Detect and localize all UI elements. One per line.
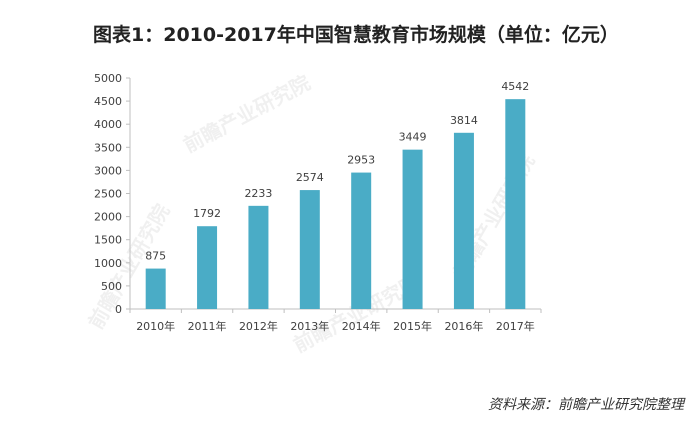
bar bbox=[453, 132, 474, 309]
watermark-text: 前瞻产业研究院 bbox=[179, 70, 314, 157]
data-label: 2233 bbox=[244, 187, 272, 200]
bar bbox=[299, 190, 320, 309]
source-note: 资料来源：前瞻产业研究院整理 bbox=[488, 397, 684, 413]
y-tick-label: 4000 bbox=[94, 118, 122, 131]
y-tick-label: 1000 bbox=[94, 257, 122, 270]
x-axis: 2010年 2011年 2012年 2013年 2014年 2015年 2016年 2017年 bbox=[129, 308, 542, 333]
y-tick-label: 3500 bbox=[94, 141, 122, 154]
bar bbox=[351, 172, 372, 309]
x-tick-label: 2010年 bbox=[136, 319, 175, 333]
x-tick-label: 2016年 bbox=[444, 319, 483, 333]
y-tick-label: 1500 bbox=[94, 234, 122, 247]
bar bbox=[248, 205, 269, 309]
chart-title: 图表1：2010-2017年中国智慧教育市场规模（单位：亿元） bbox=[93, 24, 619, 46]
x-tick-label: 2017年 bbox=[496, 319, 535, 333]
bar bbox=[145, 268, 166, 309]
bar bbox=[402, 149, 423, 309]
data-label: 2953 bbox=[347, 154, 375, 167]
x-tick-label: 2013年 bbox=[290, 319, 329, 333]
bars bbox=[145, 99, 526, 309]
y-axis: 0 500 1000 1500 2000 2500 3000 3500 4000 4500 5000 bbox=[94, 72, 131, 316]
bar bbox=[197, 226, 218, 309]
data-label: 875 bbox=[145, 250, 166, 263]
data-label: 1792 bbox=[193, 207, 221, 220]
y-tick-label: 3000 bbox=[94, 164, 122, 177]
data-label: 3449 bbox=[399, 131, 427, 144]
y-tick-label: 0 bbox=[115, 303, 122, 316]
y-tick-label: 2500 bbox=[94, 188, 122, 201]
data-labels: 875 1792 2233 2574 2953 3449 3814 4542 bbox=[145, 80, 529, 262]
x-tick-label: 2011年 bbox=[188, 319, 227, 333]
data-label: 2574 bbox=[296, 171, 324, 184]
x-tick-label: 2014年 bbox=[342, 319, 381, 333]
x-tick-label: 2015年 bbox=[393, 319, 432, 333]
data-label: 3814 bbox=[450, 114, 478, 127]
data-label: 4542 bbox=[501, 80, 529, 93]
y-tick-label: 500 bbox=[101, 280, 122, 293]
bar bbox=[505, 99, 526, 309]
y-tick-label: 4500 bbox=[94, 95, 122, 108]
y-tick-label: 5000 bbox=[94, 72, 122, 85]
x-tick-label: 2012年 bbox=[239, 319, 278, 333]
y-tick-label: 2000 bbox=[94, 211, 122, 224]
